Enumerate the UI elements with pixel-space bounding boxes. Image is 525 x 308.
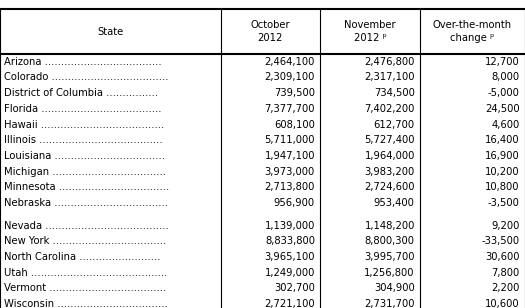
Text: Illinois ......................................: Illinois ...............................… [4, 135, 162, 145]
Text: 7,402,200: 7,402,200 [364, 104, 415, 114]
Text: October
2012: October 2012 [250, 20, 290, 43]
Text: Louisiana ..................................: Louisiana ..............................… [4, 151, 165, 161]
Text: North Carolina .........................: North Carolina ......................... [4, 252, 160, 262]
Text: 739,500: 739,500 [274, 88, 315, 98]
Text: District of Columbia ................: District of Columbia ................ [4, 88, 158, 98]
Text: 12,700: 12,700 [485, 57, 520, 67]
Text: 10,800: 10,800 [485, 182, 520, 192]
Text: 8,800,300: 8,800,300 [365, 236, 415, 246]
Text: 2,309,100: 2,309,100 [265, 72, 315, 83]
Text: 608,100: 608,100 [274, 120, 315, 130]
Text: 16,400: 16,400 [485, 135, 520, 145]
Text: Florida .....................................: Florida ................................… [4, 104, 161, 114]
Text: -3,500: -3,500 [488, 198, 520, 208]
Text: 3,973,000: 3,973,000 [265, 167, 315, 177]
Text: 3,995,700: 3,995,700 [364, 252, 415, 262]
Text: 24,500: 24,500 [485, 104, 520, 114]
Text: 2,721,100: 2,721,100 [265, 299, 315, 308]
Text: Arizona ....................................: Arizona ................................… [4, 57, 161, 67]
Text: 3,965,100: 3,965,100 [265, 252, 315, 262]
Text: November
2012 ᵖ: November 2012 ᵖ [344, 20, 396, 43]
Text: 5,711,000: 5,711,000 [265, 135, 315, 145]
Text: 304,900: 304,900 [374, 283, 415, 294]
Text: 2,476,800: 2,476,800 [364, 57, 415, 67]
Text: 1,139,000: 1,139,000 [265, 221, 315, 231]
Text: Over-the-month
change ᵖ: Over-the-month change ᵖ [433, 20, 512, 43]
Text: Utah ..........................................: Utah ...................................… [4, 268, 167, 278]
Text: 30,600: 30,600 [485, 252, 520, 262]
Text: 7,377,700: 7,377,700 [265, 104, 315, 114]
Text: 8,833,800: 8,833,800 [265, 236, 315, 246]
Text: 2,713,800: 2,713,800 [265, 182, 315, 192]
Text: New York ...................................: New York ...............................… [4, 236, 166, 246]
Text: 9,200: 9,200 [491, 221, 520, 231]
Text: Minnesota ..................................: Minnesota ..............................… [4, 182, 169, 192]
Text: 302,700: 302,700 [274, 283, 315, 294]
Text: Nebraska ...................................: Nebraska ...............................… [4, 198, 167, 208]
Text: 2,731,700: 2,731,700 [364, 299, 415, 308]
Text: 1,964,000: 1,964,000 [364, 151, 415, 161]
Text: 5,727,400: 5,727,400 [364, 135, 415, 145]
Text: 7,800: 7,800 [491, 268, 520, 278]
Text: 10,200: 10,200 [485, 167, 520, 177]
Text: 956,900: 956,900 [274, 198, 315, 208]
Text: -5,000: -5,000 [488, 88, 520, 98]
Text: 16,900: 16,900 [485, 151, 520, 161]
Text: Wisconsin ..................................: Wisconsin ..............................… [4, 299, 167, 308]
Text: 10,600: 10,600 [485, 299, 520, 308]
Text: State: State [97, 26, 123, 37]
Text: 2,317,100: 2,317,100 [364, 72, 415, 83]
Text: Colorado ....................................: Colorado ...............................… [4, 72, 168, 83]
Text: 2,464,100: 2,464,100 [265, 57, 315, 67]
Text: 953,400: 953,400 [374, 198, 415, 208]
Text: 3,983,200: 3,983,200 [364, 167, 415, 177]
Text: -33,500: -33,500 [481, 236, 520, 246]
Text: Hawaii ......................................: Hawaii .................................… [4, 120, 164, 130]
Text: 1,249,000: 1,249,000 [265, 268, 315, 278]
Text: 734,500: 734,500 [374, 88, 415, 98]
Text: Michigan ...................................: Michigan ...............................… [4, 167, 166, 177]
Text: 2,200: 2,200 [491, 283, 520, 294]
Text: 8,000: 8,000 [491, 72, 520, 83]
Text: 1,256,800: 1,256,800 [364, 268, 415, 278]
Text: 612,700: 612,700 [374, 120, 415, 130]
Text: 2,724,600: 2,724,600 [364, 182, 415, 192]
Text: 1,947,100: 1,947,100 [265, 151, 315, 161]
Text: Vermont ....................................: Vermont ................................… [4, 283, 166, 294]
Text: 1,148,200: 1,148,200 [364, 221, 415, 231]
Text: Nevada ......................................: Nevada .................................… [4, 221, 169, 231]
Text: 4,600: 4,600 [491, 120, 520, 130]
